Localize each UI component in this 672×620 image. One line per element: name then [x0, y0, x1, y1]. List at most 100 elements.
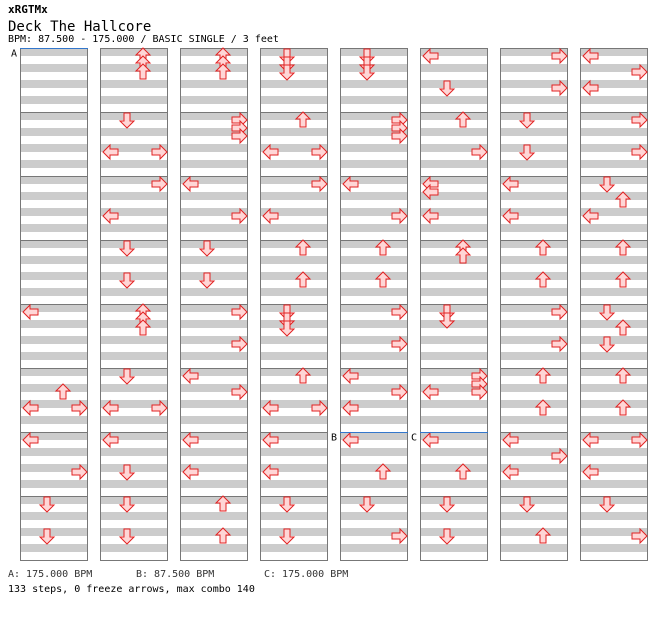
step-arrow-down: [38, 528, 56, 545]
step-arrow-right: [551, 335, 568, 353]
step-arrow-left: [422, 431, 439, 449]
step-arrow-down: [438, 496, 456, 513]
measure-stripe: [580, 384, 648, 392]
step-arrow-down: [278, 320, 296, 337]
measure-stripe: [420, 80, 488, 88]
step-arrow-left: [582, 207, 599, 225]
measure-stripe: [100, 288, 168, 296]
measure-stripe: [420, 48, 488, 56]
measure-stripe: [20, 448, 88, 456]
measure-stripe: [100, 336, 168, 344]
measure-stripe: [340, 496, 408, 504]
measure-stripe: [180, 464, 248, 472]
measure-box: [500, 496, 568, 561]
measure-stripe: [260, 240, 328, 248]
measure-stripe: [340, 288, 408, 296]
bpm-change-label: B: [331, 433, 337, 444]
measure-stripe: [260, 160, 328, 168]
chart-column-2: [100, 47, 168, 561]
measure-stripe: [20, 112, 88, 120]
chart-stats: 133 steps, 0 freeze arrows, max combo 14…: [8, 584, 255, 595]
step-arrow-right: [391, 335, 408, 353]
measure-stripe: [20, 352, 88, 360]
measure-stripe: [340, 80, 408, 88]
measure-stripe: [260, 192, 328, 200]
step-arrow-down: [358, 496, 376, 513]
measure-stripe: [420, 400, 488, 408]
measure-stripe: [340, 256, 408, 264]
step-arrow-right: [231, 383, 248, 401]
measure-stripe: [500, 64, 568, 72]
measure-stripe: [180, 416, 248, 424]
step-arrow-up: [374, 271, 392, 288]
measure-stripe: [100, 304, 168, 312]
step-arrow-right: [471, 383, 488, 401]
measure-stripe: [180, 544, 248, 552]
measure-stripe: [500, 208, 568, 216]
measure-stripe: [340, 400, 408, 408]
step-arrow-right: [631, 111, 648, 129]
step-arrow-left: [182, 463, 199, 481]
bpm-change-label: A: [11, 49, 17, 60]
measure-stripe: [500, 160, 568, 168]
measure-stripe: [180, 352, 248, 360]
measure-stripe: [100, 384, 168, 392]
step-arrow-left: [182, 431, 199, 449]
measure-stripe: [20, 496, 88, 504]
step-arrow-up: [614, 271, 632, 288]
measure-stripe: [20, 208, 88, 216]
measure-stripe: [420, 128, 488, 136]
measure-stripe: [100, 160, 168, 168]
step-arrow-right: [391, 527, 408, 545]
step-arrow-up: [294, 367, 312, 384]
measure-stripe: [100, 144, 168, 152]
measure-stripe: [20, 160, 88, 168]
measure-stripe: [340, 192, 408, 200]
measure-stripe: [20, 416, 88, 424]
measure-stripe: [180, 240, 248, 248]
step-arrow-up: [134, 319, 152, 336]
measure-stripe: [340, 240, 408, 248]
measure-stripe: [340, 352, 408, 360]
measure-stripe: [340, 384, 408, 392]
measure-stripe: [580, 176, 648, 184]
measure-stripe: [580, 432, 648, 440]
measure-stripe: [100, 128, 168, 136]
measure-stripe: [100, 352, 168, 360]
measure-stripe: [20, 176, 88, 184]
step-arrow-up: [534, 239, 552, 256]
measure-stripe: [180, 144, 248, 152]
measure-stripe: [420, 192, 488, 200]
measure-stripe: [420, 416, 488, 424]
step-arrow-right: [71, 463, 88, 481]
step-arrow-up: [534, 271, 552, 288]
measure-stripe: [500, 512, 568, 520]
measure-stripe: [180, 208, 248, 216]
measure-stripe: [20, 400, 88, 408]
measure-stripe: [500, 432, 568, 440]
measure-stripe: [500, 128, 568, 136]
measure-stripe: [340, 304, 408, 312]
step-arrow-left: [102, 399, 119, 417]
measure-stripe: [580, 144, 648, 152]
measure-stripe: [500, 112, 568, 120]
measure-stripe: [340, 160, 408, 168]
step-arrow-left: [22, 399, 39, 417]
measure-stripe: [420, 368, 488, 376]
measure-stripe: [100, 64, 168, 72]
site-logo: xRGTMx: [8, 3, 48, 16]
step-arrow-down: [118, 112, 136, 129]
step-arrow-right: [631, 143, 648, 161]
measure-stripe: [580, 400, 648, 408]
measure-stripe: [500, 304, 568, 312]
step-arrow-left: [262, 143, 279, 161]
measure-stripe: [580, 192, 648, 200]
measure-stripe: [580, 464, 648, 472]
measure-stripe: [340, 448, 408, 456]
measure-stripe: [340, 416, 408, 424]
measure-stripe: [500, 464, 568, 472]
measure-stripe: [500, 336, 568, 344]
measure-stripe: [180, 432, 248, 440]
measure-box: [580, 496, 648, 561]
measure-stripe: [420, 464, 488, 472]
